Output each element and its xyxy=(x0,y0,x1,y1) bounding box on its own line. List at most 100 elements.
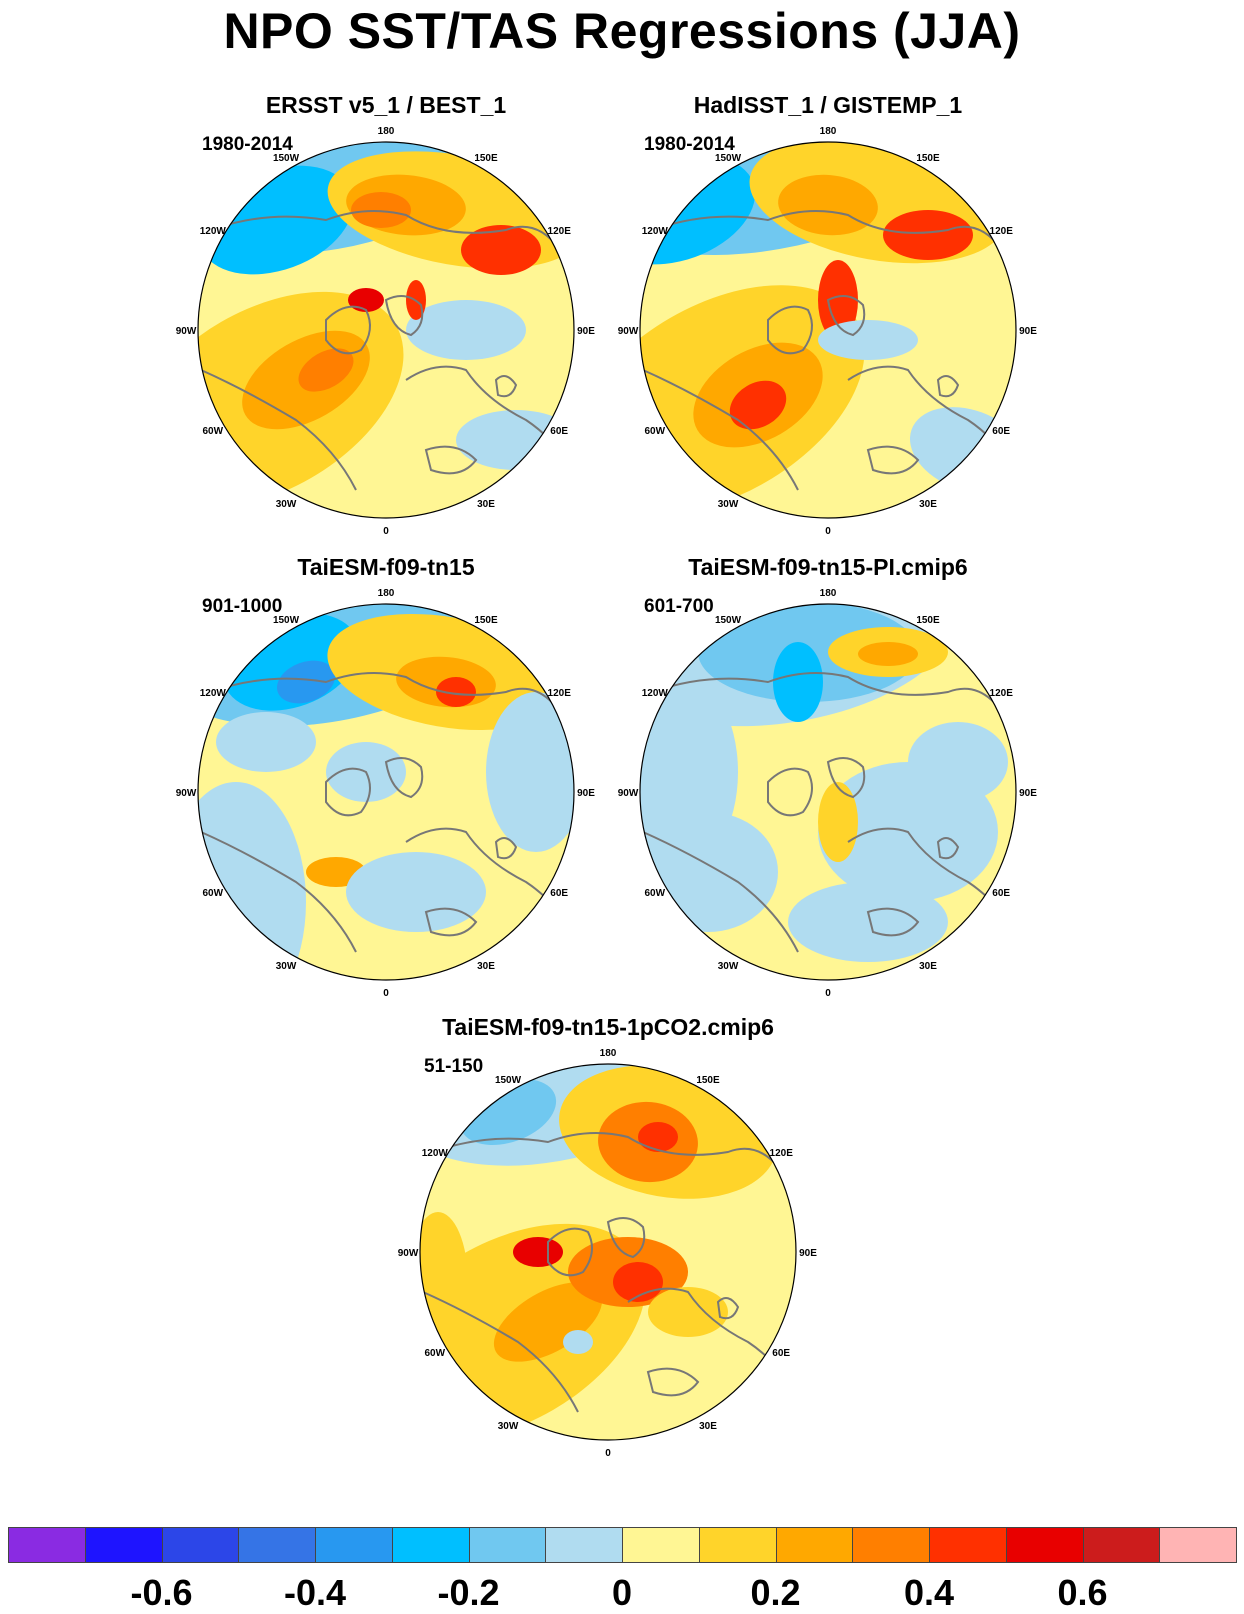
coastline xyxy=(642,831,799,953)
longitude-label: 30W xyxy=(276,961,297,972)
polar-map: 180 150E 120E 90E 60E 30E 0 30W 60W 90W 120W 150W xyxy=(398,1048,818,1459)
longitude-label: 30E xyxy=(477,499,495,510)
longitude-label: 60E xyxy=(550,426,568,437)
colorbar-swatch xyxy=(84,1527,163,1563)
polar-map: 180 150E 120E 90E 60E 30E 0 30W 60W 90W 120W 150W xyxy=(618,588,1038,999)
longitude-label: 60E xyxy=(772,1348,790,1359)
anomaly-region xyxy=(648,1287,728,1337)
longitude-label: 60E xyxy=(550,888,568,899)
coastline xyxy=(384,295,424,337)
figure-title: NPO SST/TAS Regressions (JJA) xyxy=(223,3,1021,59)
longitude-label: 60E xyxy=(992,426,1010,437)
map-boundary xyxy=(419,1063,797,1441)
coastline xyxy=(866,907,920,937)
colorbar-swatch xyxy=(8,1527,86,1563)
coastline xyxy=(826,757,866,799)
coastline xyxy=(494,837,518,860)
coastline xyxy=(716,1297,740,1320)
colorbar-swatch xyxy=(391,1527,470,1563)
longitude-label: 150W xyxy=(273,615,300,626)
longitude-label: 90W xyxy=(618,788,639,799)
coastline xyxy=(210,672,572,733)
longitude-label: 30E xyxy=(477,961,495,972)
longitude-label: 120W xyxy=(200,226,227,237)
map-panel-taiesm: TaiESM-f09-tn15 901-1000 180 150E 120E 90E 6… xyxy=(176,554,596,1004)
longitude-label: 30E xyxy=(919,961,937,972)
coastline xyxy=(652,210,1014,271)
anomaly-region xyxy=(563,1330,593,1354)
anomaly-region xyxy=(773,642,823,722)
longitude-label: 150E xyxy=(474,153,498,164)
anomaly-region xyxy=(298,348,354,392)
anomaly-region xyxy=(346,852,486,932)
longitude-label: 0 xyxy=(825,988,831,999)
anomaly-region xyxy=(818,320,918,360)
panel-years: 51-150 xyxy=(424,1056,484,1077)
polar-map: 180 150E 120E 90E 60E 30E 0 30W 60W 90W 120W 150W xyxy=(176,588,596,999)
coastline xyxy=(325,767,371,817)
colorbar-swatch xyxy=(775,1527,854,1563)
longitude-label: 150E xyxy=(916,153,940,164)
anomaly-region xyxy=(883,210,973,260)
anomaly-region xyxy=(638,1122,678,1152)
polar-map: 180 150E 120E 90E 60E 30E 0 30W 60W 90W 120W 150W xyxy=(176,126,596,537)
anomaly-region xyxy=(198,782,306,980)
longitude-label: 90W xyxy=(176,326,197,337)
colorbar-label: 0.4 xyxy=(903,1572,955,1613)
colorbar-swatch xyxy=(1159,1527,1237,1563)
map-boundary xyxy=(639,141,1017,519)
coastline xyxy=(210,210,572,271)
colorbar-swatch xyxy=(1082,1527,1161,1563)
coastline xyxy=(936,375,960,398)
coastline xyxy=(936,837,960,860)
longitude-label: 120E xyxy=(548,226,572,237)
coastline xyxy=(200,369,357,491)
colorbar-label: 0.6 xyxy=(1057,1572,1108,1613)
anomaly-region xyxy=(858,642,918,666)
longitude-label: 0 xyxy=(383,988,389,999)
colorbar-label: -0.4 xyxy=(283,1572,347,1613)
colorbar-label: -0.6 xyxy=(130,1572,193,1613)
longitude-label: 90E xyxy=(1019,326,1037,337)
longitude-label: 150E xyxy=(916,615,940,626)
longitude-label: 90W xyxy=(398,1248,419,1259)
anomaly-region xyxy=(351,192,411,228)
anomaly-region xyxy=(908,722,1008,802)
anomaly-region xyxy=(406,300,526,360)
coastline xyxy=(866,445,920,475)
colorbar-swatch xyxy=(315,1527,393,1563)
anomaly-region xyxy=(486,692,574,852)
anomaly-region xyxy=(788,882,948,962)
colorbar-swatch xyxy=(852,1527,930,1563)
longitude-label: 30W xyxy=(498,1421,519,1432)
longitude-label: 0 xyxy=(383,526,389,537)
map-panel-taiesm-pi: TaiESM-f09-tn15-PI.cmip6 601-700 180 150E… xyxy=(618,554,1038,1004)
panel-years: 901-1000 xyxy=(202,596,283,617)
longitude-label: 120W xyxy=(422,1148,449,1159)
coastline xyxy=(424,445,478,475)
anomaly-region xyxy=(276,660,336,704)
panel-title: TaiESM-f09-tn15-PI.cmip6 xyxy=(688,554,968,580)
longitude-label: 120E xyxy=(770,1148,794,1159)
anomaly-region xyxy=(818,782,858,862)
longitude-label: 120E xyxy=(990,688,1014,699)
coastline xyxy=(606,1217,646,1259)
map-boundary xyxy=(197,603,575,981)
map-boundary xyxy=(639,603,1017,981)
longitude-label: 150E xyxy=(474,615,498,626)
anomaly-region xyxy=(513,1237,563,1267)
longitude-label: 120W xyxy=(642,226,669,237)
longitude-label: 60W xyxy=(645,888,666,899)
longitude-label: 60W xyxy=(645,426,666,437)
colorbar-swatch xyxy=(929,1527,1007,1563)
coastline xyxy=(767,767,813,817)
anomaly-region xyxy=(493,1282,603,1362)
anomaly-region xyxy=(216,712,316,772)
longitude-label: 120E xyxy=(548,688,572,699)
anomaly-region xyxy=(818,260,858,340)
longitude-label: 120W xyxy=(200,688,227,699)
longitude-label: 30W xyxy=(718,961,739,972)
longitude-label: 90E xyxy=(799,1248,817,1259)
map-panel-ersst-best: ERSST v5_1 / BEST_1 1980-2014 180 150E 120… xyxy=(176,92,596,542)
longitude-label: 150W xyxy=(495,1075,522,1086)
